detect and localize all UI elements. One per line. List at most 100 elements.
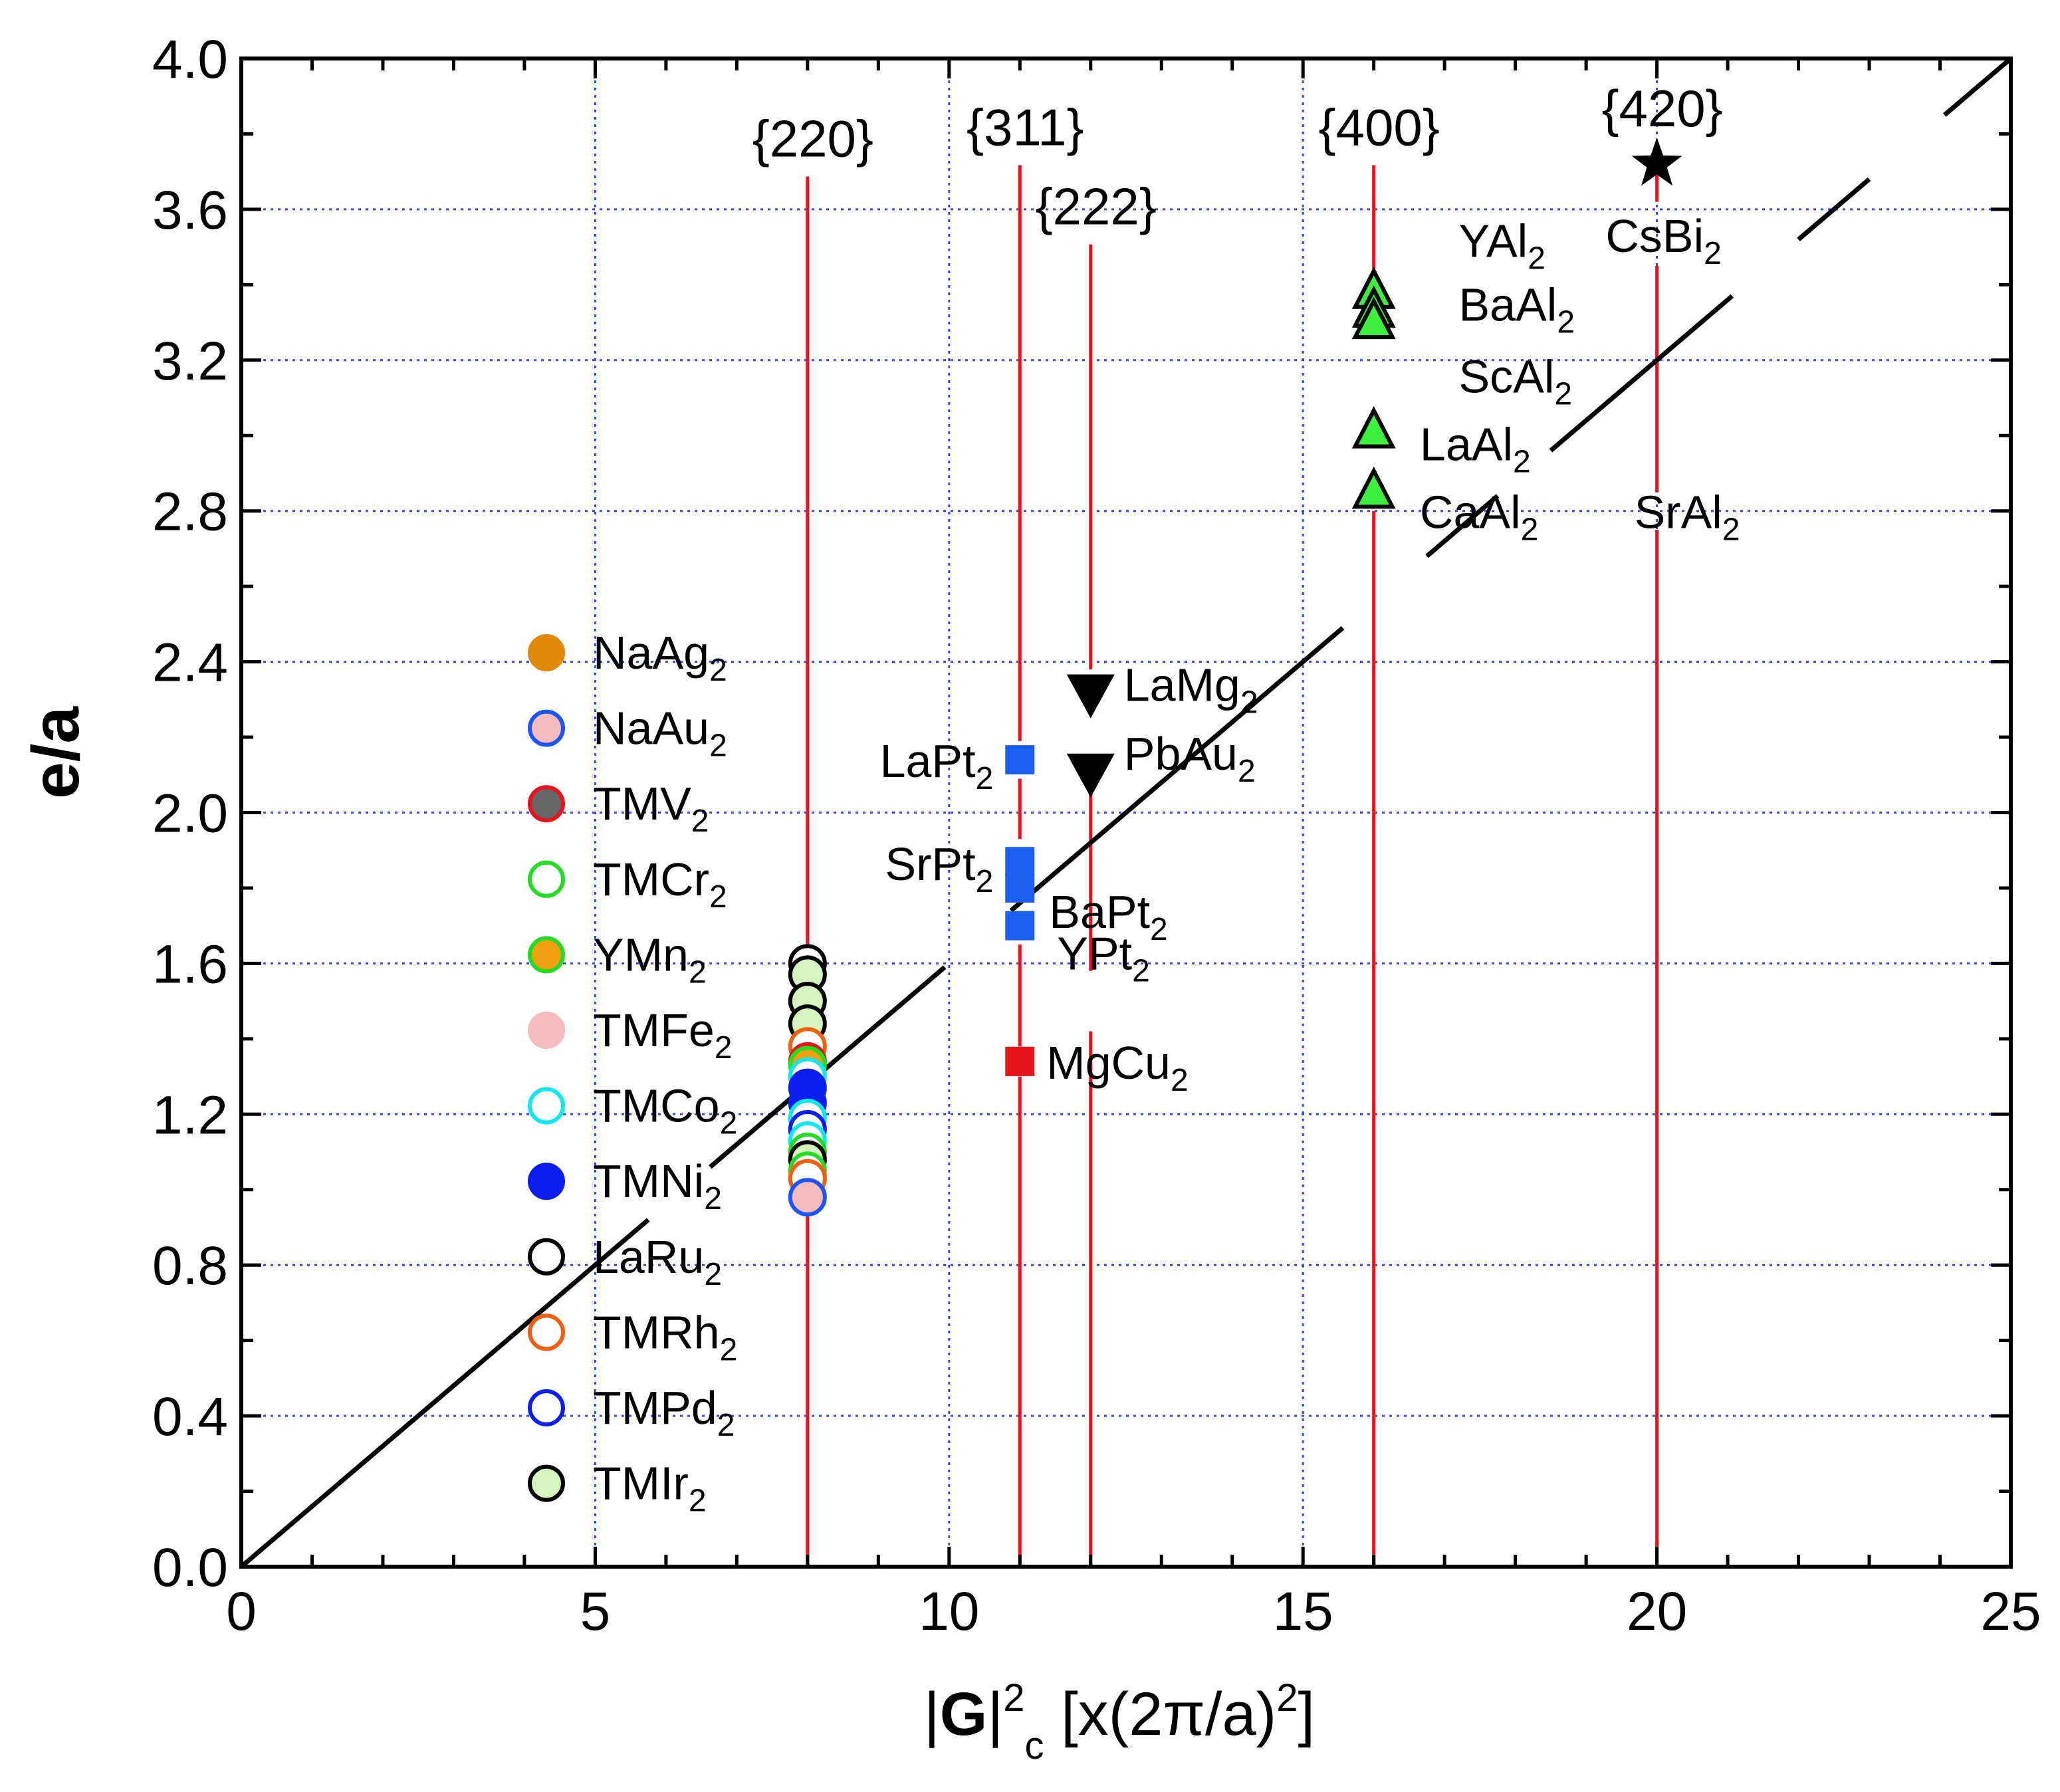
legend-label-sub: 2: [704, 1257, 722, 1292]
up-triangle-label-main: CaAl: [1420, 487, 1521, 538]
annotation-label: SrAl2: [1635, 487, 1740, 548]
data-points: [788, 137, 1682, 1217]
legend-label: TMRh2: [593, 1306, 737, 1367]
diagonal-segment: [1549, 294, 1734, 453]
down-triangle-label-main: PbAu: [1124, 728, 1238, 780]
circle-point: [788, 1178, 827, 1217]
legend-label-main: NaAu: [593, 703, 709, 754]
legend-label-main: TMCo: [593, 1080, 720, 1132]
square-label-sub: 2: [976, 864, 994, 899]
legend-label-sub: 2: [720, 1106, 738, 1141]
star-label-main: CsBi: [1605, 210, 1704, 262]
legend-marker: [528, 1012, 565, 1049]
legend-label: TMCo2: [593, 1080, 737, 1141]
down-triangle-label-main: LaMg: [1124, 659, 1240, 711]
x-axis-title-rest: [x(2π/a): [1044, 1680, 1277, 1748]
legend-marker: [528, 1389, 565, 1426]
legend-label-sub: 2: [704, 1181, 722, 1216]
x-axis-title-sup2: 2: [1276, 1676, 1298, 1720]
diagonal-segment: [239, 1218, 650, 1569]
up-triangle-label-sub: 2: [1521, 512, 1539, 548]
down-triangle-label: PbAu2: [1124, 728, 1256, 789]
axes: 0 5 10 15 20 25 0.0 0.4 0.8 1.2 1.6 2.0 2.4 2.8 3.2 3.6…: [19, 29, 2041, 1767]
data-labels: LaPt2SrPt2BaPt2YPt2MgCu2LaMg2PbAu2YAl2Ba…: [880, 210, 1740, 1098]
x-axis-title-sup1: 2: [1003, 1676, 1024, 1720]
square-label-main: BaPt: [1049, 886, 1150, 938]
up-triangle-label-sub: 2: [1528, 241, 1545, 276]
legend-label-main: NaAg: [593, 627, 709, 679]
x-axis-title-bold: G: [940, 1680, 988, 1748]
legend-label: TMPd2: [593, 1382, 735, 1443]
y-tick-label: 2.4: [152, 633, 228, 693]
legend-marker: [528, 709, 565, 747]
legend-label: TMCr2: [593, 853, 727, 915]
square-label: MgCu2: [1046, 1037, 1188, 1098]
down-triangle-label-sub: 2: [1240, 685, 1258, 721]
square-label-sub: 2: [1132, 954, 1150, 989]
legend-label-sub: 2: [689, 1484, 707, 1519]
legend-label-sub: 2: [717, 1408, 735, 1443]
legend-label: NaAu2: [593, 703, 727, 764]
up-triangle-label: CaAl2: [1420, 487, 1538, 548]
x-tick-label: 15: [1273, 1581, 1333, 1642]
plane-label: {311}: [967, 98, 1084, 156]
square-point: [1005, 1046, 1035, 1076]
legend-label-main: TMRh: [593, 1306, 720, 1358]
y-tick-label: 2.8: [152, 482, 228, 542]
legend-label-main: LaRu: [593, 1231, 704, 1283]
square-label-sub: 2: [1150, 912, 1168, 947]
diagonal-segment: [1009, 625, 1345, 913]
legend-label-main: TMV: [593, 778, 691, 830]
up-triangle-label-main: ScAl: [1458, 350, 1554, 402]
diagonal-segment: [1797, 177, 1871, 241]
y-tick-label: 0.4: [152, 1387, 228, 1447]
legend-label: YMn2: [593, 929, 707, 990]
square-label: BaPt2: [1049, 886, 1167, 947]
legend-label-main: TMCr: [593, 853, 709, 905]
square-label-main: YPt: [1057, 928, 1132, 980]
x-tick-label: 20: [1627, 1581, 1687, 1642]
x-tick-label: 25: [1980, 1581, 2041, 1642]
diagonal-line: [239, 56, 2013, 1569]
square-label: YPt2: [1057, 928, 1150, 989]
legend-label-sub: 2: [709, 728, 727, 764]
x-tick-label: 5: [580, 1581, 611, 1642]
x-axis-title-end: ]: [1298, 1680, 1316, 1748]
up-triangle-label-main: LaAl: [1420, 419, 1513, 471]
legend-marker: [528, 936, 565, 974]
legend-label-main: TMNi: [593, 1155, 704, 1207]
square-label-main: MgCu: [1046, 1037, 1171, 1089]
x-tick-label: 10: [919, 1581, 979, 1642]
legend-label-main: YMn: [593, 929, 689, 980]
down-triangle-label: LaMg2: [1124, 659, 1258, 721]
annotation-label-main: SrAl: [1635, 487, 1722, 538]
legend-label-sub: 2: [715, 1030, 733, 1065]
y-tick-label: 3.2: [152, 331, 228, 392]
square-label-sub: 2: [976, 761, 994, 796]
up-triangle-label-main: BaAl: [1458, 279, 1557, 331]
square-label-main: LaPt: [880, 735, 976, 787]
star-label-sub: 2: [1704, 236, 1722, 271]
legend-marker: [528, 1163, 565, 1200]
legend-label-sub: 2: [691, 804, 709, 839]
square-point: [1005, 911, 1035, 941]
legend-label: TMFe2: [593, 1004, 732, 1065]
legend-marker: [528, 1087, 565, 1125]
legend-marker: [528, 1313, 565, 1351]
annotation-label-sub: 2: [1722, 512, 1740, 548]
legend-label-main: TMFe: [593, 1004, 715, 1056]
legend-label-sub: 2: [720, 1332, 738, 1367]
square-label-main: SrPt: [885, 838, 975, 890]
y-tick-label: 0.0: [152, 1537, 228, 1598]
legend-label-sub: 2: [709, 653, 727, 688]
legend-label-sub: 2: [709, 879, 727, 915]
up-triangle-label-main: YAl: [1458, 215, 1528, 267]
plane-label: {400}: [1319, 98, 1440, 156]
legend: NaAg2NaAu2TMV2TMCr2YMn2TMFe2TMCo2TMNi2La…: [528, 627, 737, 1519]
down-triangle-point: [1066, 753, 1115, 798]
legend-marker: [528, 634, 565, 671]
up-triangle-point: [1351, 406, 1396, 449]
square-point: [1005, 873, 1035, 903]
square-label: SrPt2: [885, 838, 993, 899]
